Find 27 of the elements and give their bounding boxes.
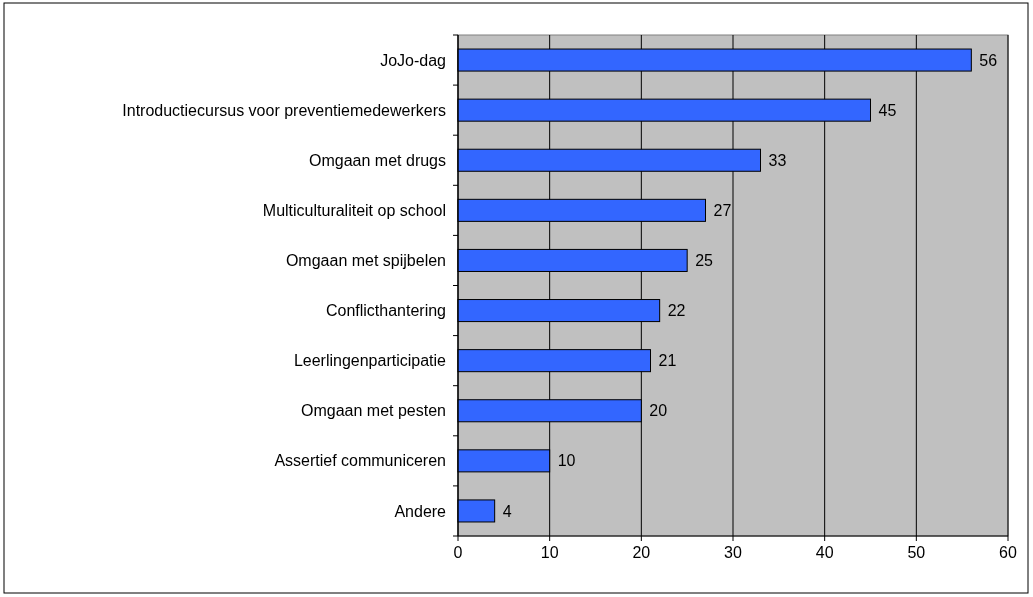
x-tick-label: 30 — [724, 544, 742, 561]
x-tick-label: 20 — [632, 544, 651, 561]
data-label: 33 — [768, 151, 787, 169]
data-label: 10 — [557, 452, 576, 470]
y-tick-label: Multiculturaliteit op school — [262, 201, 446, 219]
x-tick-label: 10 — [540, 544, 559, 561]
data-label: 4 — [502, 502, 512, 520]
y-tick-label: JoJo-dag — [380, 51, 446, 69]
data-label: 27 — [713, 201, 732, 219]
x-tick-label: 60 — [999, 544, 1017, 561]
y-tick-label: Omgaan met pesten — [301, 402, 446, 420]
data-label: 25 — [695, 252, 714, 270]
data-label: 20 — [649, 402, 668, 420]
y-tick-label: Omgaan met spijbelen — [285, 252, 446, 270]
data-label: 45 — [878, 101, 897, 119]
x-tick-label: 40 — [815, 544, 834, 561]
y-tick-label: Introductiecursus voor preventiemedewerkers — [122, 101, 446, 119]
data-label: 21 — [658, 352, 677, 370]
data-label: 56 — [979, 51, 998, 69]
y-tick-label: Leerlingenparticipatie — [293, 352, 447, 370]
y-tick-label: Omgaan met drugs — [309, 151, 446, 169]
y-tick-label: Assertief communiceren — [274, 452, 446, 470]
x-tick-label: 0 — [453, 544, 463, 561]
y-tick-label: Conflicthantering — [325, 302, 446, 320]
y-tick-label: Andere — [394, 502, 447, 520]
data-label: 22 — [667, 302, 686, 320]
x-tick-label: 50 — [907, 544, 926, 561]
